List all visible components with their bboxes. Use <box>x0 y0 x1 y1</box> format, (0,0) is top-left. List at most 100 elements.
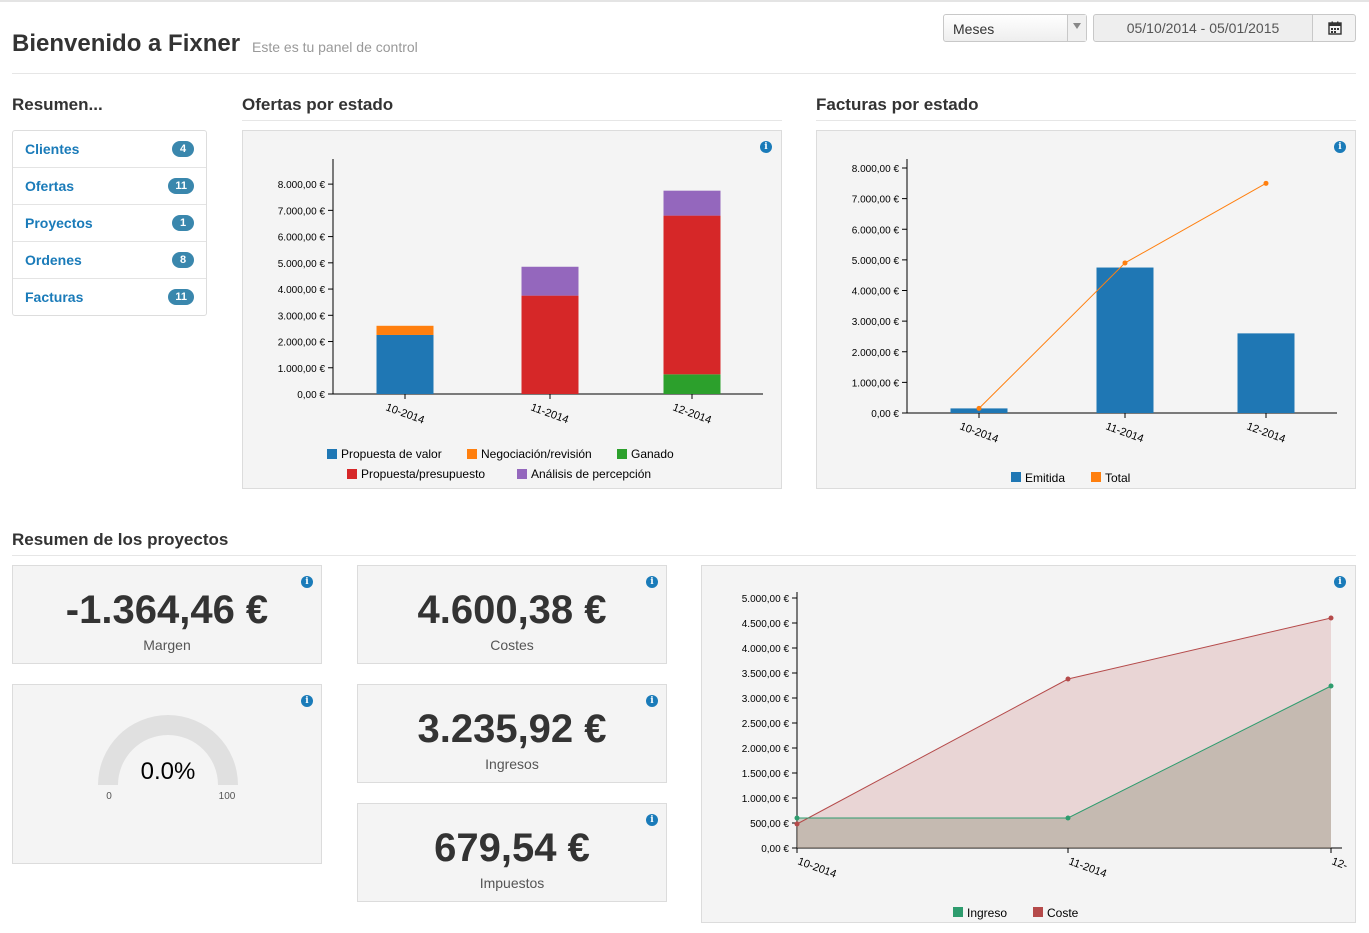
count-badge: 11 <box>168 178 194 194</box>
info-icon[interactable]: i <box>301 576 313 588</box>
line-point <box>976 405 982 411</box>
offers-divider <box>242 120 782 121</box>
y-tick-label: 4.000,00 € <box>278 285 326 296</box>
offers-panel: i 0,00 € 1.000,00 € 2.000,00 € 3.000,00 € 4.… <box>242 130 782 489</box>
x-tick-label: 12-2014 <box>1245 421 1287 446</box>
summary-item-facturas[interactable]: Facturas 11 <box>13 279 206 316</box>
summary-item-label: Facturas <box>25 289 84 305</box>
margin-value: -1.364,46 € <box>65 588 269 632</box>
margin-label: Margen <box>143 637 191 653</box>
projects-divider <box>12 555 1356 556</box>
y-tick-label: 3.000,00 € <box>742 694 790 705</box>
x-tick-label: 11-2014 <box>1067 856 1108 881</box>
summary-item-label: Ofertas <box>25 178 75 194</box>
costs-label: Costes <box>490 637 534 653</box>
top-border <box>0 0 1369 2</box>
y-tick-label: 4.000,00 € <box>742 644 790 655</box>
legend-swatch <box>1011 472 1021 482</box>
y-tick-label: 5.000,00 € <box>852 256 900 267</box>
page-title: Bienvenido a Fixner <box>12 30 241 57</box>
x-tick-label: 10-2014 <box>796 856 838 881</box>
count-badge: 1 <box>172 215 194 231</box>
info-icon[interactable]: i <box>1334 141 1346 153</box>
summary-item-ordenes[interactable]: Ordenes 8 <box>13 242 206 279</box>
bar-segment <box>663 190 721 216</box>
margin-card: i -1.364,46 € Margen <box>12 565 322 664</box>
calendar-button[interactable] <box>1312 14 1356 42</box>
legend-label: Análisis de percepción <box>531 467 651 481</box>
summary-item-proyectos[interactable]: Proyectos 1 <box>13 205 206 242</box>
y-tick-label: 2.000,00 € <box>278 338 326 349</box>
summary-item-ofertas[interactable]: Ofertas 11 <box>13 168 206 205</box>
legend-label: Emitida <box>1025 471 1065 485</box>
gauge-track <box>98 715 238 785</box>
income-card: i 3.235,92 € Ingresos <box>357 684 667 783</box>
offers-title: Ofertas por estado <box>242 95 394 114</box>
summary-item-label: Ordenes <box>25 252 82 268</box>
legend-label: Coste <box>1047 906 1079 920</box>
summary-list: Clientes 4 Ofertas 11 Proyectos 1 Ordene… <box>12 130 207 316</box>
income-label: Ingresos <box>485 756 539 772</box>
coste-point <box>1065 676 1071 682</box>
line-point <box>1263 180 1269 186</box>
y-tick-label: 2.000,00 € <box>742 744 790 755</box>
bar-segment <box>376 334 434 394</box>
gauge-min-label: 0 <box>106 791 112 802</box>
projects-chart-panel: i 0,00 € 500,00 € 1.000,00 € 1.500,00 € 2.00… <box>701 565 1356 923</box>
y-tick-label: 1.500,00 € <box>742 769 790 780</box>
legend-label: Ganado <box>631 447 674 461</box>
x-tick-label: 10-2014 <box>384 402 426 427</box>
offers-chart: 0,00 € 1.000,00 € 2.000,00 € 3.000,00 € 4.00… <box>278 159 763 481</box>
projects-title: Resumen de los proyectos <box>12 530 229 549</box>
taxes-value: 679,54 € <box>434 826 590 870</box>
invoices-panel: i 0,00 € 1.000,00 € 2.000,00 € 3.000,00 € 4.… <box>816 130 1356 489</box>
y-tick-label: 1.000,00 € <box>852 378 900 389</box>
info-icon[interactable]: i <box>1334 576 1346 588</box>
legend-label: Propuesta de valor <box>341 447 442 461</box>
ingreso-point <box>1065 815 1071 821</box>
summary-item-clientes[interactable]: Clientes 4 <box>13 131 206 168</box>
legend-label: Negociación/revisión <box>481 447 592 461</box>
legend-label: Total <box>1105 471 1130 485</box>
y-tick-label: 1.000,00 € <box>278 364 326 375</box>
gauge-value: 0.0% <box>141 758 196 785</box>
date-range-input[interactable]: 05/10/2014 - 05/01/2015 <box>1093 14 1313 42</box>
y-tick-label: 4.000,00 € <box>852 287 900 298</box>
chevron-down-icon <box>1067 15 1086 41</box>
area-coste <box>797 618 1331 848</box>
coste-point <box>1328 615 1334 621</box>
y-tick-label: 5.000,00 € <box>278 259 326 270</box>
page-subtitle: Este es tu panel de control <box>252 39 418 55</box>
y-tick-label: 4.500,00 € <box>742 619 790 630</box>
ingreso-point <box>794 815 800 821</box>
invoices-chart: 0,00 € 1.000,00 € 2.000,00 € 3.000,00 € 4.00… <box>852 159 1337 485</box>
y-tick-label: 0,00 € <box>871 409 899 420</box>
summary-item-label: Proyectos <box>25 215 93 231</box>
legend-swatch <box>617 449 627 459</box>
bar-segment <box>663 215 721 375</box>
bar <box>1096 267 1154 413</box>
info-icon[interactable]: i <box>646 814 658 826</box>
info-icon[interactable]: i <box>301 695 313 707</box>
summary-item-label: Clientes <box>25 141 80 157</box>
x-tick-label: 12-2014 <box>671 402 713 427</box>
period-select-value: Meses <box>953 21 995 37</box>
progress-gauge: 0.0% 0 100 <box>98 715 238 802</box>
x-tick-label: 11-2014 <box>1104 421 1145 446</box>
bar-segment <box>521 266 579 296</box>
count-badge: 11 <box>168 289 194 305</box>
info-icon[interactable]: i <box>760 141 772 153</box>
legend-swatch <box>467 449 477 459</box>
summary-title: Resumen... <box>12 95 103 114</box>
info-icon[interactable]: i <box>646 695 658 707</box>
y-tick-label: 1.000,00 € <box>742 794 790 805</box>
bar-segment <box>663 374 721 394</box>
period-select[interactable]: Meses <box>943 14 1087 42</box>
y-tick-label: 6.000,00 € <box>278 233 326 244</box>
taxes-card: i 679,54 € Impuestos <box>357 803 667 902</box>
y-tick-label: 8.000,00 € <box>278 180 326 191</box>
gauge-max-label: 100 <box>219 791 236 802</box>
y-tick-label: 6.000,00 € <box>852 225 900 236</box>
info-icon[interactable]: i <box>646 576 658 588</box>
legend-swatch <box>1091 472 1101 482</box>
